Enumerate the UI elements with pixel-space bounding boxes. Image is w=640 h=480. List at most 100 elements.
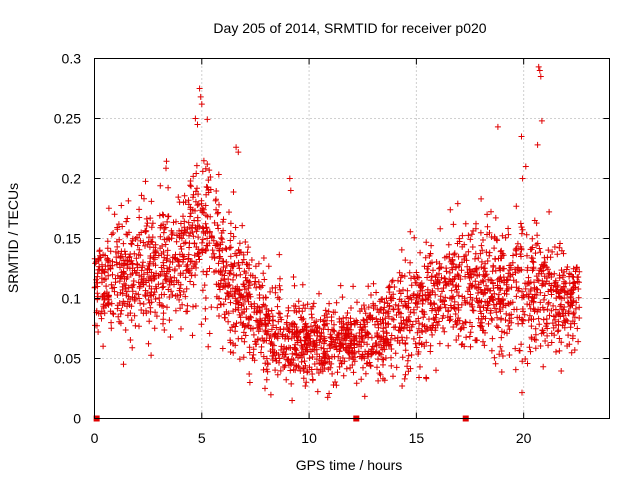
data-point [205,343,212,350]
data-point [116,260,123,267]
data-point [478,242,485,249]
data-point [195,250,202,257]
data-point [413,344,420,351]
data-point [347,315,354,322]
data-point [155,281,162,288]
data-point [316,325,323,332]
data-point [253,284,260,291]
data-point [498,255,505,262]
data-point [538,261,545,268]
data-point [416,334,423,341]
data-point [449,266,456,273]
data-point [253,309,260,316]
data-point [156,301,163,308]
data-point [133,255,140,262]
data-point [527,305,534,312]
data-point [238,335,245,342]
data-point [415,274,422,281]
data-point [524,267,531,274]
data-point [171,254,178,261]
data-point [316,290,322,297]
data-point [257,308,263,315]
data-point [525,274,532,281]
data-point [198,321,205,328]
data-point [507,264,514,271]
data-point-outlier [198,101,205,108]
data-point [305,330,312,337]
data-point [253,317,260,324]
data-point [322,317,328,324]
data-point [511,266,518,273]
data-point [447,258,454,265]
data-point [262,302,269,309]
data-point [136,246,143,253]
data-point [246,344,253,351]
data-point [185,267,192,274]
data-point [508,319,515,326]
data-point [350,283,357,290]
data-point [477,250,484,257]
data-point [358,353,365,360]
data-point [120,361,127,368]
data-point [180,288,187,295]
data-point [488,208,494,215]
data-point [285,362,292,369]
data-point [425,292,432,299]
data-point [381,299,388,306]
data-point [169,230,176,236]
data-point [135,291,142,298]
data-point-outlier [192,115,199,122]
data-point [360,302,367,309]
data-point [451,250,458,257]
data-point [518,245,525,252]
data-point [488,234,495,240]
data-point [506,326,513,333]
data-point [293,350,300,357]
data-point [551,244,558,250]
data-point [194,185,200,192]
data-point [213,293,220,300]
data-point [272,289,279,296]
data-point [142,287,149,294]
data-point-outlier [522,163,529,170]
data-point [478,195,485,202]
data-point [213,206,220,213]
data-point [190,191,197,198]
data-point [250,351,257,358]
data-point [346,326,353,333]
data-point [319,368,326,375]
data-point [190,281,197,288]
data-point [248,257,255,263]
data-point [529,258,536,265]
data-point [390,324,397,331]
data-point [546,208,553,215]
data-point [497,308,504,315]
data-point [544,325,551,332]
data-point [314,388,321,395]
data-point [318,360,325,367]
data-point [278,316,285,323]
data-point [367,363,374,370]
data-point [427,301,434,308]
data-point [462,252,469,259]
data-point [215,171,222,178]
data-point [562,289,569,296]
data-point [492,255,498,262]
data-point [94,290,101,297]
data-point [493,309,500,316]
data-point [360,316,367,323]
data-point [291,331,298,338]
data-point [105,266,111,273]
data-point [425,263,432,270]
data-point [104,245,111,252]
data-point [278,347,284,353]
data-point [95,329,102,335]
data-point [412,340,419,347]
data-point [403,334,410,341]
data-point [440,325,446,331]
y-tick-label: 0.3 [62,51,82,67]
data-point [558,368,565,374]
data-point [510,252,516,259]
data-point [553,322,559,329]
data-point [488,293,495,300]
